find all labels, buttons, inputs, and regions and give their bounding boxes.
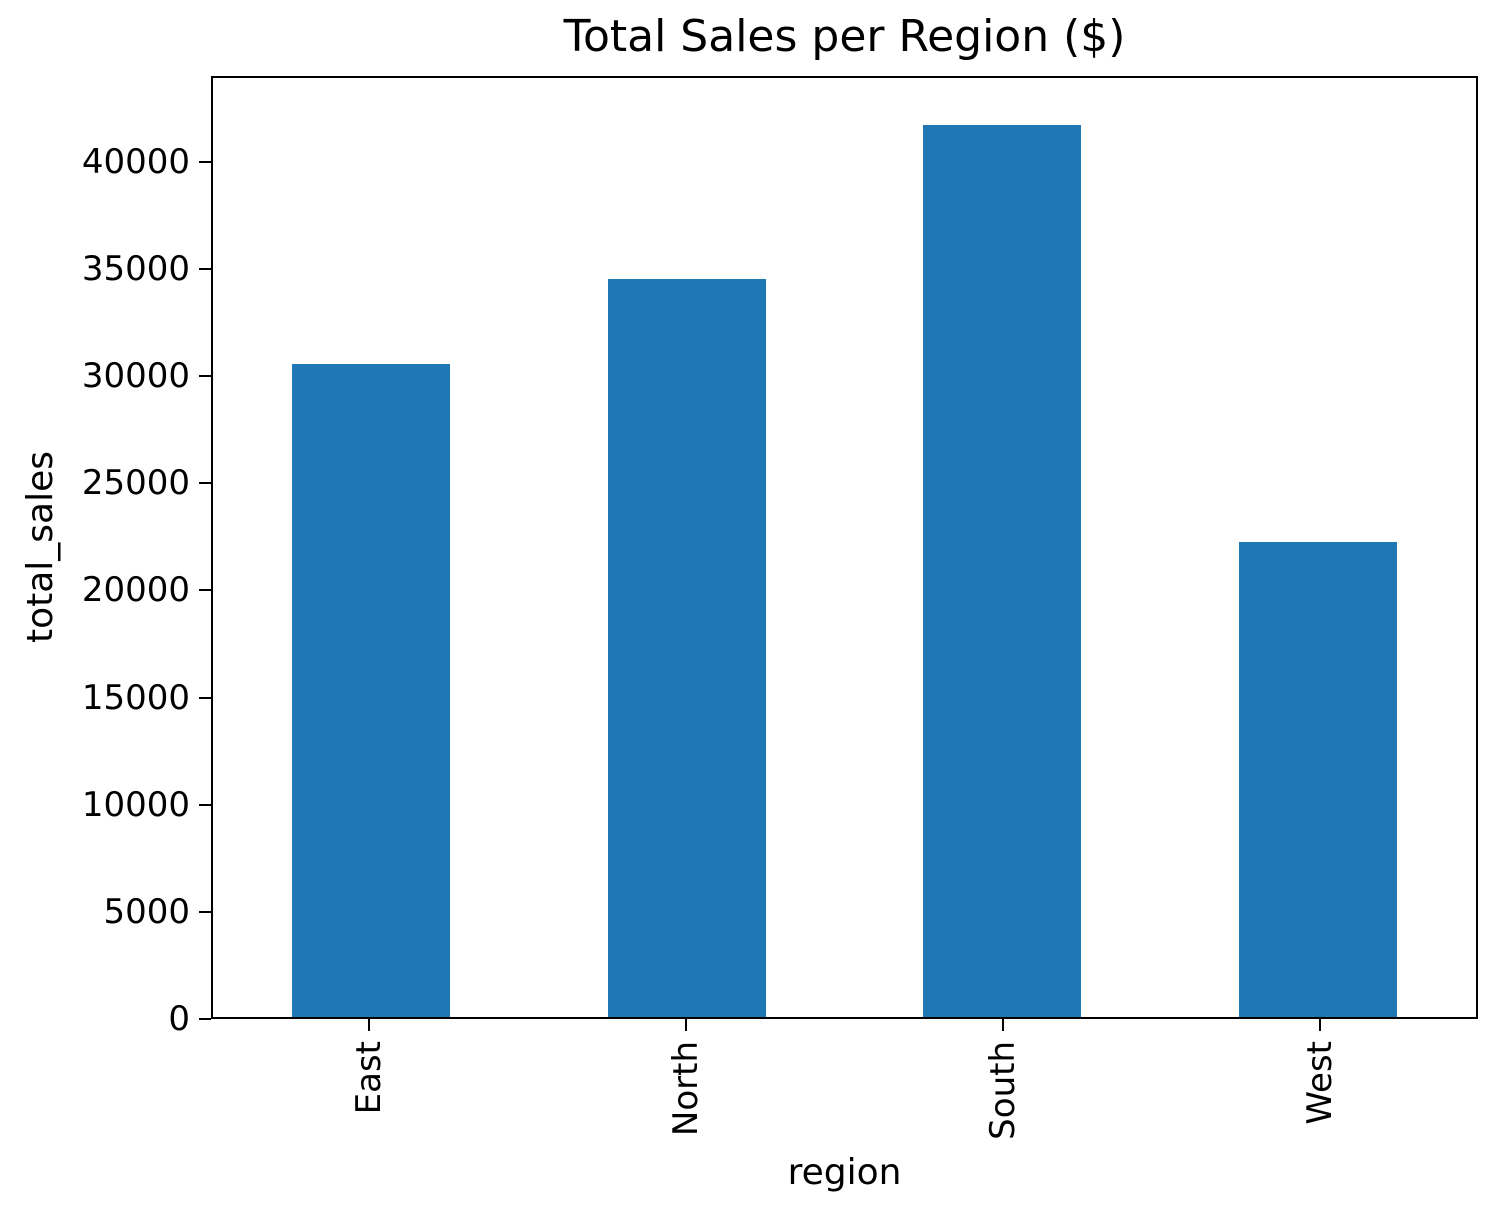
y-tick-mark — [199, 267, 211, 270]
bar-north — [607, 278, 766, 1017]
x-tick-label-east: East — [349, 1041, 390, 1115]
x-tick-mark — [1318, 1019, 1321, 1031]
x-tick-label-west: West — [1299, 1041, 1340, 1125]
y-tick-mark — [199, 482, 211, 485]
y-tick-mark — [199, 589, 211, 592]
plot-area — [211, 76, 1478, 1019]
y-tick-label: 25000 — [81, 463, 190, 504]
y-tick-label: 15000 — [81, 677, 190, 718]
y-tick-mark — [199, 696, 211, 699]
x-tick-label-north: North — [666, 1041, 707, 1137]
y-tick-mark — [199, 1018, 211, 1020]
y-tick-label: 40000 — [81, 141, 190, 182]
y-tick-label: 0 — [168, 999, 190, 1039]
bar-west — [1239, 542, 1398, 1017]
x-tick-mark — [685, 1019, 688, 1031]
x-axis: East North South West — [211, 1019, 1478, 1219]
x-tick-label-south: South — [982, 1041, 1023, 1140]
bar-east — [291, 363, 450, 1017]
y-tick-label: 30000 — [81, 356, 190, 397]
x-tick-mark — [368, 1019, 371, 1031]
y-tick-mark — [199, 910, 211, 913]
y-tick-label: 5000 — [103, 891, 190, 932]
y-tick-mark — [199, 803, 211, 806]
y-tick-mark — [199, 160, 211, 163]
x-tick-mark — [1001, 1019, 1004, 1031]
y-tick-label: 10000 — [81, 784, 190, 825]
chart-title: Total Sales per Region ($) — [563, 11, 1126, 62]
y-tick-mark — [199, 375, 211, 378]
x-axis-label: region — [787, 1152, 902, 1193]
y-tick-label: 20000 — [81, 570, 190, 611]
y-tick-label: 35000 — [81, 248, 190, 289]
y-axis: 0 5000 10000 15000 20000 25000 30000 35000 40000 — [0, 76, 211, 1039]
bar-south — [923, 124, 1082, 1017]
